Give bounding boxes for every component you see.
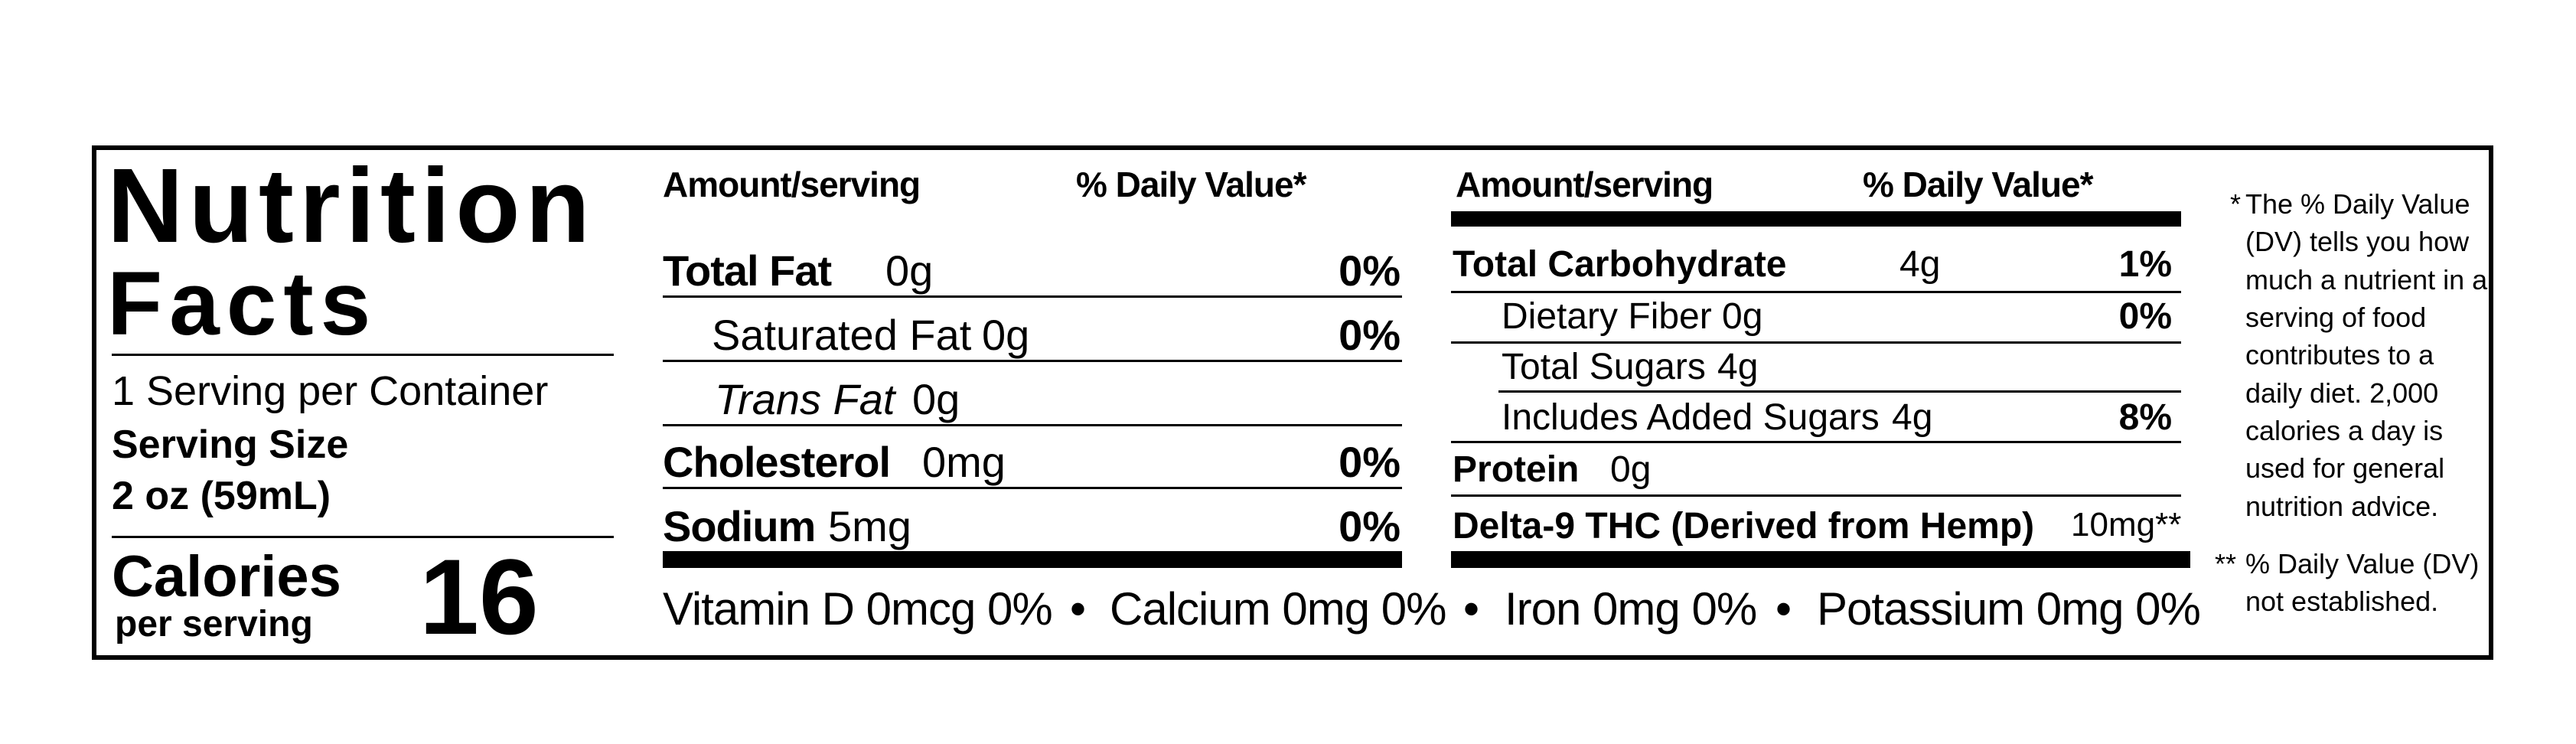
left-row-dv: 0% (1339, 246, 1400, 295)
separator-dot: • (1775, 583, 1792, 635)
calories-label: Calories (112, 544, 341, 609)
nutrition-facts-panel (92, 145, 2493, 660)
row-divider (663, 360, 1402, 362)
left-row-amount: 0g (885, 246, 934, 295)
row-divider (1451, 341, 2181, 344)
right-row-dv: 8% (2118, 397, 2172, 438)
title-facts: Facts (107, 253, 378, 354)
title-nutrition: Nutrition (107, 147, 595, 265)
left-row-dv: 0% (1339, 311, 1400, 359)
right-row-name: Includes Added Sugars (1502, 397, 1880, 438)
separator-dot: • (1463, 583, 1480, 635)
left-row-amount: 0mg (922, 438, 1006, 486)
footnote-not-established: ** % Daily Value (DV) not established. (2215, 545, 2490, 621)
right-row-name: Protein (1453, 449, 1580, 490)
calories-sublabel: per serving (115, 604, 313, 644)
servings-per-container: 1 Serving per Container (112, 368, 549, 414)
right-row-name: Total Sugars (1502, 347, 1706, 387)
footnote-daily-value: * The % Daily Value (DV) tells you how m… (2230, 185, 2490, 525)
row-divider (663, 424, 1402, 426)
left-row-amount: 0g (912, 375, 960, 423)
left-row-name: Sodium (663, 502, 816, 550)
row-divider (1451, 494, 2181, 497)
left-row-dv: 0% (1339, 502, 1400, 550)
micronutrient-calcium: Calcium 0mg 0% (1110, 583, 1446, 635)
row-divider (1451, 291, 2181, 293)
left-row-amount: 5mg (828, 502, 911, 550)
serving-size-label: Serving Size (112, 423, 349, 467)
right-row-amount: 10mg** (2071, 506, 2182, 543)
right-thick-bar-bottom (1451, 551, 2190, 568)
right-row-name: Dietary Fiber (1502, 296, 1712, 337)
left-thick-bar (663, 551, 1402, 568)
title-divider (112, 354, 614, 356)
left-row-name: Trans Fat (715, 375, 895, 423)
row-divider (1498, 390, 2181, 393)
row-divider (663, 487, 1402, 489)
micronutrient-vitamin-d: Vitamin D 0mcg 0% (663, 583, 1053, 635)
serving-divider (112, 536, 614, 538)
right-row-name: Total Carbohydrate (1453, 244, 1787, 285)
row-divider (663, 295, 1402, 298)
footnote-marker: ** (2215, 548, 2237, 579)
right-row-dv: 0% (2118, 296, 2172, 337)
right-amount-header: Amount/serving (1456, 165, 1714, 204)
micronutrient-potassium: Potassium 0mg 0% (1817, 583, 2201, 635)
micronutrient-iron: Iron 0mg 0% (1505, 583, 1757, 635)
right-row-amount: 4g (1717, 347, 1759, 387)
footnote-text: The % Daily Value (DV) tells you how muc… (2245, 188, 2488, 522)
left-row-name: Saturated Fat (712, 311, 972, 359)
footnote-marker: * (2230, 188, 2242, 220)
right-row-amount: 4g (1899, 244, 1941, 285)
left-amount-header: Amount/serving (663, 165, 921, 204)
calories-value: 16 (419, 537, 539, 657)
left-row-amount: 0g (982, 311, 1030, 359)
right-row-amount: 4g (1892, 397, 1933, 438)
row-divider (1451, 441, 2181, 443)
right-row-amount: 0g (1722, 296, 1763, 337)
left-dv-header: % Daily Value* (1076, 165, 1306, 204)
left-row-name: Cholesterol (663, 438, 891, 486)
right-row-dv: 1% (2118, 244, 2172, 285)
separator-dot: • (1070, 583, 1087, 635)
left-row-name: Total Fat (663, 246, 832, 295)
right-row-name: Delta-9 THC (Derived from Hemp) (1453, 506, 2035, 547)
left-row-dv: 0% (1339, 438, 1400, 486)
right-row-amount: 0g (1610, 449, 1652, 490)
right-dv-header: % Daily Value* (1863, 165, 2093, 204)
right-thick-bar-top (1451, 211, 2181, 227)
footnote-text: % Daily Value (DV) not established. (2245, 548, 2480, 618)
serving-size-value: 2 oz (59mL) (112, 474, 331, 518)
